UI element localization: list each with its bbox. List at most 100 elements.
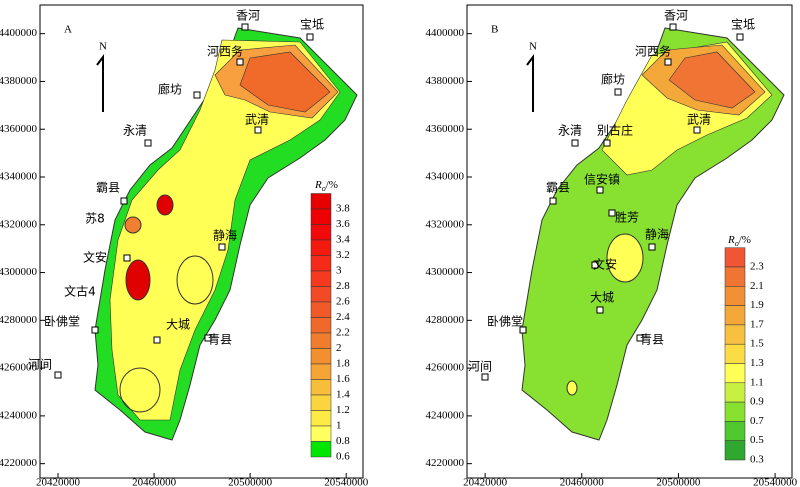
legend-title: Ro/% [727,234,751,248]
contour-peak [156,194,174,216]
legend-label: 2 [336,342,342,354]
north-arrow [526,54,534,112]
place-name: 文古4 [64,284,96,299]
legend-label: 1.7 [750,318,764,330]
legend-swatch [310,348,332,365]
place-name: 廊坊 [601,72,625,87]
y-tick-label: 4340000 [0,171,38,183]
place-marker [241,23,249,31]
panel-label: B [491,24,498,36]
x-tick-label: 20460000 [560,477,605,487]
y-tick-label: 4400000 [0,27,38,39]
place-marker [306,33,314,41]
legend-label: 0.7 [750,415,764,427]
contour-blob [606,233,644,283]
legend-subscript: o [735,239,739,248]
north-arrow-label: N [529,41,537,53]
place-marker [193,91,201,99]
legend-label: 3.2 [336,249,350,261]
place-name: 青县 [208,333,232,347]
place-name: 香河 [664,9,688,23]
y-tick-label: 4380000 [0,75,38,87]
legend-swatch [724,343,746,364]
legend-swatch [310,394,332,411]
legend-label: 0.8 [336,435,350,447]
y-tick-label: 4260000 [0,362,38,374]
legend-swatch [724,401,746,422]
place-name: 静海 [213,228,237,243]
x-tick-label: 20460000 [132,477,177,487]
place-name: 宝坻 [731,17,755,32]
legend-label: 3.4 [336,234,350,246]
plot-frame [466,4,793,479]
legend-label: 3 [336,265,342,277]
place-marker [603,139,611,147]
legend-swatch [310,270,332,287]
legend-swatch [724,266,746,287]
contour-peak [124,216,142,234]
y-tick-label: 4280000 [426,314,465,326]
place-marker [614,88,622,96]
place-marker [664,58,672,66]
place-name: 武清 [687,113,711,127]
north-arrow-label: N [99,41,107,53]
place-name: 霸县 [96,181,120,195]
x-tick-label: 20540000 [753,477,798,487]
legend-label: 0.5 [750,434,764,446]
place-marker [54,371,62,379]
place-marker [636,334,644,342]
y-tick-label: 4300000 [0,266,38,278]
place-marker [153,336,161,344]
place-name: 苏8 [85,212,105,226]
place-marker [123,254,131,262]
place-marker [596,306,604,314]
panel-label: A [64,24,72,36]
legend-unit: /% [326,179,338,191]
y-tick-label: 4240000 [426,409,465,421]
legend-unit: /% [739,234,751,246]
legend-swatch [724,363,746,384]
x-tick-label: 20500000 [656,477,701,487]
y-tick-label: 4400000 [426,27,465,39]
place-marker [669,23,677,31]
legend-label: 2.2 [336,327,350,339]
legend-label: 1.6 [336,373,350,385]
place-marker [481,373,489,381]
legend-swatch [310,363,332,380]
legend-swatch [310,224,332,241]
place-marker [204,334,212,342]
y-tick-label: 4320000 [0,218,38,230]
legend-symbol: R [314,179,322,191]
place-marker [519,326,527,334]
y-tick-label: 4360000 [426,123,465,135]
place-name: 河西务 [207,44,243,59]
panel-b-map [521,27,785,441]
legend-swatch [310,208,332,225]
place-marker [236,58,244,66]
basin-outline [521,27,785,441]
place-name: 霸县 [546,181,570,195]
legend-label: 2.3 [750,261,764,273]
y-tick-label: 4340000 [426,171,465,183]
legend-label: 1.3 [750,357,764,369]
place-marker [608,209,616,217]
x-tick-label: 20420000 [463,477,508,487]
place-name: 文安 [593,257,617,272]
place-name: 卧佛堂 [487,315,523,329]
legend-swatch [724,247,746,268]
legend-swatch [724,305,746,326]
legend-label: 0.6 [336,451,350,463]
legend-symbol: R [727,234,735,246]
place-name: 卧佛堂 [44,315,80,329]
contour-zone-red [668,51,756,109]
legend-swatch [724,421,746,441]
legend-swatch [310,286,332,303]
contour-ring [176,255,214,305]
north-arrow [96,54,104,112]
place-name: 信安镇 [584,172,620,187]
y-tick-label: 4360000 [0,123,38,135]
legend-swatch [310,301,332,318]
place-name: 河间 [468,360,492,374]
place-name: 别古庄 [597,123,633,138]
legend-subscript: o [322,184,326,193]
